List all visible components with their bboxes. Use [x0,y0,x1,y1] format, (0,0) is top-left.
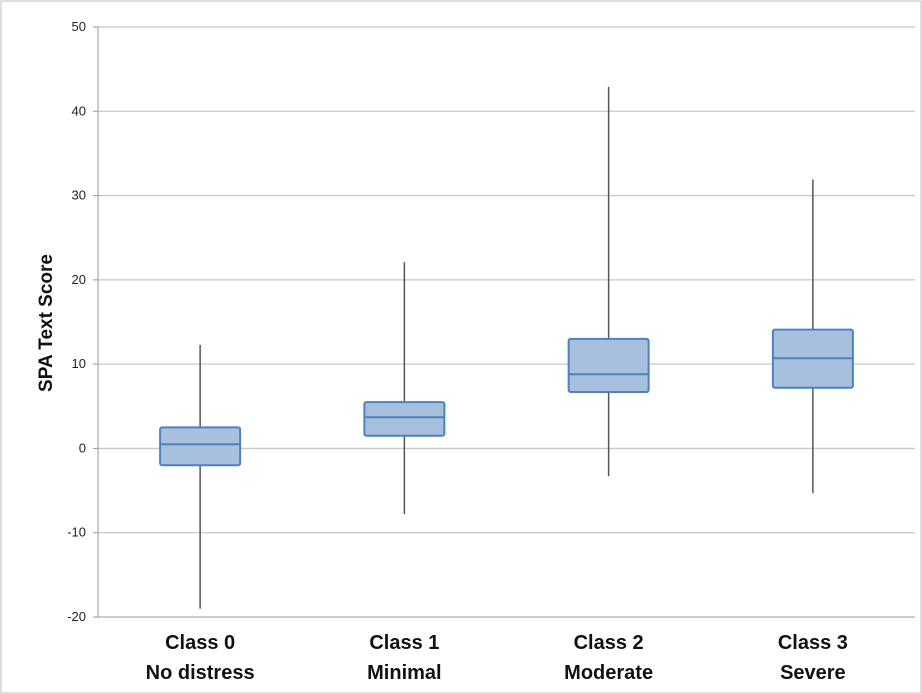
box-iqr [159,426,242,467]
x-category-sublabel: Moderate [564,662,653,684]
y-tick-label: -20 [67,609,86,624]
box-1 [363,262,446,515]
box-3 [771,179,854,494]
y-tick-label: 10 [72,356,86,371]
box-iqr [567,337,650,393]
y-tick-label: 0 [79,440,86,455]
y-tick-label: 30 [72,188,86,203]
axes: -20 -10 0 10 20 30 40 50 [67,19,915,624]
y-tick-label: 40 [72,103,86,118]
x-category-sublabel: Severe [780,662,846,684]
x-category-sublabel: No distress [146,662,255,684]
labels: SPA Text Score Class 0 No distress Class 1… [36,254,848,684]
x-category-sublabel: Minimal [367,662,441,684]
box-0 [159,344,242,609]
box-iqr [363,401,446,437]
y-tick-label: -10 [67,525,86,540]
box-2 [567,86,650,477]
x-category-label: Class 2 [574,632,644,654]
x-category-label: Class 0 [165,632,235,654]
y-axis-label: SPA Text Score [36,254,57,392]
x-category-label: Class 3 [778,632,848,654]
boxes [159,86,854,609]
x-category-label: Class 1 [369,632,439,654]
y-tick-label: 20 [72,272,86,287]
y-tick-label: 50 [72,19,86,34]
